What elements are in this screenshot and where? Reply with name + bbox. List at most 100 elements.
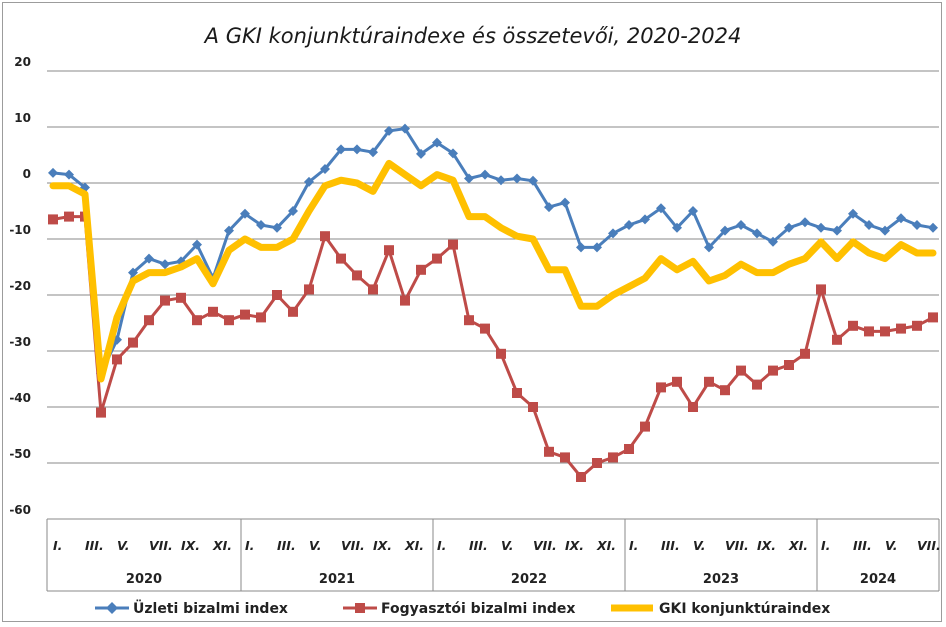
data-point bbox=[768, 236, 778, 247]
data-point bbox=[368, 147, 378, 158]
data-point bbox=[416, 264, 426, 275]
data-point bbox=[256, 312, 266, 323]
x-tick-label: V. bbox=[501, 538, 513, 553]
year-label: 2024 bbox=[860, 572, 896, 587]
data-point bbox=[224, 225, 234, 236]
legend-item-business: Üzleti bizalmi index bbox=[95, 599, 288, 617]
y-tick-label: -10 bbox=[9, 223, 31, 237]
data-point bbox=[832, 225, 842, 236]
y-tick-label: 10 bbox=[14, 111, 31, 125]
data-point bbox=[320, 231, 330, 242]
data-point bbox=[848, 320, 858, 331]
chart-title: A GKI konjunktúraindexe és összetevői, 2… bbox=[203, 24, 742, 48]
data-point bbox=[400, 123, 410, 134]
x-tick-label: I. bbox=[629, 538, 638, 553]
line-chart: A GKI konjunktúraindexe és összetevői, 2… bbox=[9, 24, 941, 617]
data-point bbox=[288, 306, 298, 317]
series-line bbox=[51, 127, 935, 375]
x-tick-label: I. bbox=[437, 538, 446, 553]
data-point bbox=[672, 376, 682, 387]
data-point bbox=[192, 239, 202, 250]
data-point bbox=[704, 376, 714, 387]
data-point bbox=[528, 402, 538, 412]
data-point bbox=[816, 222, 826, 233]
data-point bbox=[560, 452, 570, 463]
y-tick-label: -60 bbox=[9, 503, 31, 517]
legend-item-consumer: Fogyasztói bizalmi index bbox=[343, 601, 575, 617]
x-tick-label: VII. bbox=[149, 538, 173, 553]
x-tick-label: I. bbox=[53, 538, 62, 553]
data-point bbox=[736, 365, 746, 376]
data-point bbox=[592, 458, 602, 468]
legend-consumer-label: Fogyasztói bizalmi index bbox=[381, 601, 575, 617]
data-point bbox=[320, 164, 330, 174]
year-label: 2022 bbox=[511, 572, 547, 587]
x-tick-label: IX. bbox=[565, 538, 584, 553]
legend-business-label: Üzleti bizalmi index bbox=[133, 599, 288, 617]
legend: Üzleti bizalmi index Fogyasztói bizalmi … bbox=[95, 599, 830, 617]
data-point bbox=[896, 323, 906, 334]
data-point bbox=[144, 315, 154, 326]
data-point bbox=[720, 385, 730, 396]
x-tick-label: III. bbox=[469, 538, 488, 553]
y-tick-label: -30 bbox=[9, 335, 31, 349]
data-point bbox=[400, 295, 410, 306]
data-point bbox=[464, 173, 474, 184]
legend-gki-label: GKI konjunktúraindex bbox=[659, 601, 830, 617]
series-consumer bbox=[48, 211, 938, 482]
series-layer bbox=[48, 123, 938, 482]
data-point bbox=[48, 214, 58, 225]
data-point bbox=[736, 220, 746, 230]
data-point bbox=[432, 137, 442, 148]
axes: 20 10 0 -10 -20 -30 -40 -50 -60 2020 2021 2022 2023 2… bbox=[9, 55, 941, 592]
data-point bbox=[336, 144, 346, 155]
data-point bbox=[560, 197, 570, 208]
data-point bbox=[112, 354, 122, 365]
data-point bbox=[784, 360, 794, 370]
data-point bbox=[176, 292, 186, 303]
data-point bbox=[688, 402, 698, 412]
data-point bbox=[544, 202, 554, 213]
y-tick-label: -40 bbox=[9, 391, 31, 405]
x-tick-label: III. bbox=[661, 538, 680, 553]
year-label: 2020 bbox=[126, 572, 162, 587]
x-tick-label: III. bbox=[853, 538, 872, 553]
data-point bbox=[448, 239, 458, 250]
data-point bbox=[512, 173, 522, 184]
y-tick-label: -50 bbox=[9, 447, 31, 461]
data-point bbox=[448, 148, 458, 159]
x-tick-label: IX. bbox=[373, 538, 392, 553]
data-point bbox=[576, 472, 586, 482]
data-point bbox=[288, 206, 298, 216]
data-point bbox=[816, 284, 826, 295]
data-point bbox=[48, 167, 58, 178]
x-tick-label: I. bbox=[245, 538, 254, 553]
x-tick-label: VII. bbox=[533, 538, 557, 553]
data-point bbox=[704, 242, 714, 253]
y-tick-label: 0 bbox=[23, 167, 31, 181]
x-tick-label: VII. bbox=[917, 538, 941, 553]
year-label: 2023 bbox=[703, 572, 739, 587]
data-point bbox=[352, 144, 362, 155]
data-point bbox=[480, 169, 490, 180]
x-tick-label: V. bbox=[117, 538, 129, 553]
data-point bbox=[160, 295, 170, 306]
data-point bbox=[368, 284, 378, 295]
data-point bbox=[576, 242, 586, 253]
data-point bbox=[592, 242, 602, 253]
x-tick-label: V. bbox=[885, 538, 897, 553]
data-point bbox=[432, 253, 442, 264]
data-point bbox=[304, 284, 314, 295]
data-point bbox=[624, 220, 634, 230]
data-point bbox=[752, 379, 762, 390]
data-point bbox=[608, 228, 618, 239]
data-point bbox=[272, 222, 282, 233]
data-point bbox=[384, 245, 394, 256]
series-business bbox=[48, 123, 938, 379]
x-tick-label: XI. bbox=[596, 538, 616, 553]
data-point bbox=[672, 222, 682, 233]
data-point bbox=[96, 407, 106, 418]
data-point bbox=[800, 348, 810, 359]
x-tick-label: XI. bbox=[404, 538, 424, 553]
